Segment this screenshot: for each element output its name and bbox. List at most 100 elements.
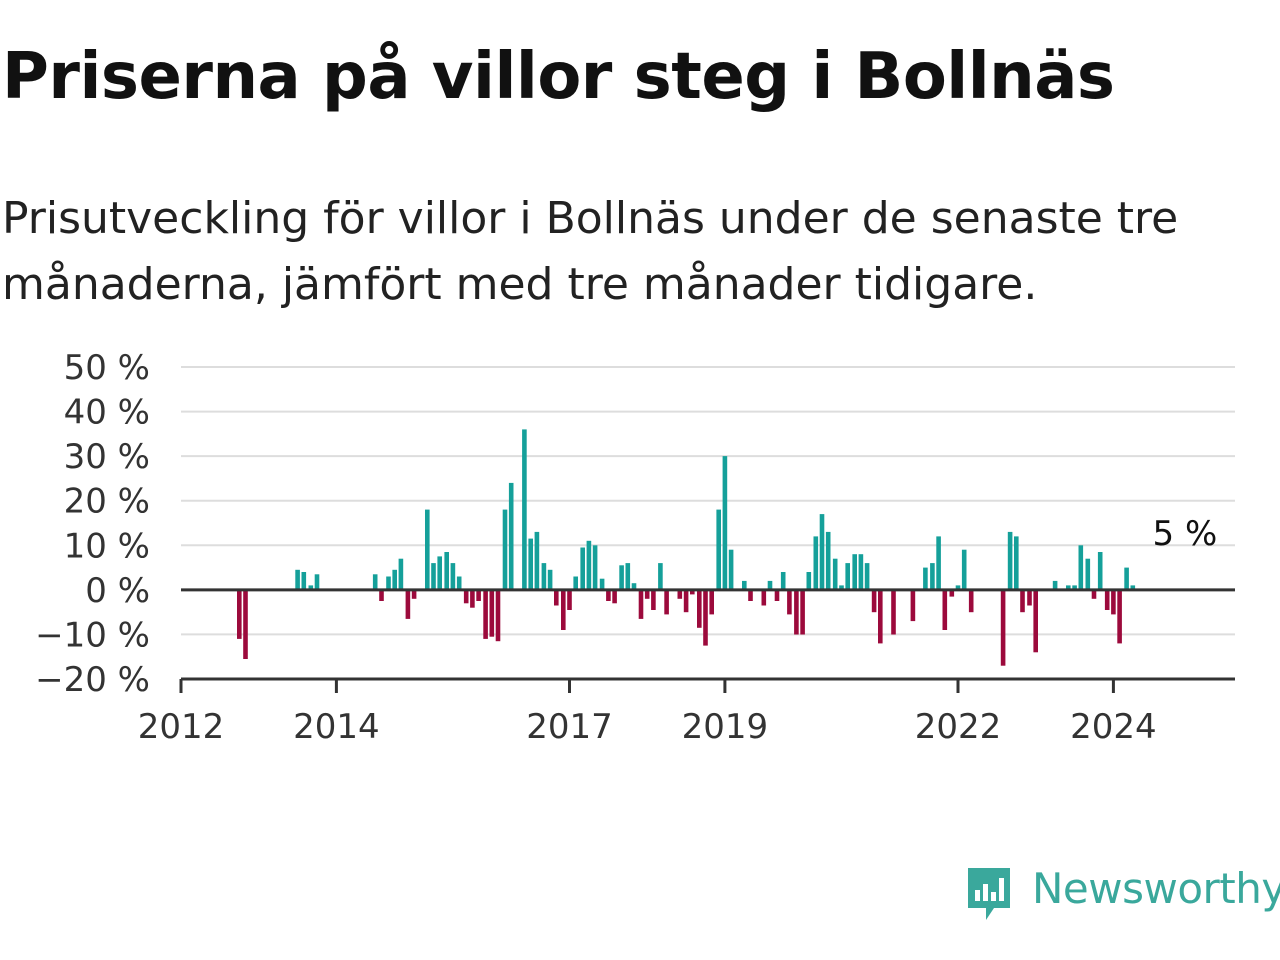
bar (470, 589, 475, 608)
bar (301, 572, 307, 590)
y-tick-label: 40 % (64, 393, 150, 433)
bar (942, 589, 948, 630)
bar (1072, 585, 1077, 590)
bar (845, 563, 850, 590)
bar (722, 456, 728, 590)
bar (839, 585, 844, 590)
bar (774, 589, 780, 601)
bar (716, 509, 721, 590)
bar (308, 585, 314, 590)
bar (425, 509, 430, 590)
bar (651, 589, 656, 610)
x-tick-label: 2019 (682, 707, 769, 747)
bar (508, 482, 514, 590)
x-tick-label: 2022 (915, 707, 1002, 747)
bar (386, 576, 391, 590)
y-tick-label: −20 % (35, 660, 150, 700)
bar (606, 589, 611, 601)
bar (703, 589, 708, 646)
bar (431, 563, 436, 590)
bar (586, 540, 592, 590)
bar (528, 538, 533, 590)
bar (379, 589, 384, 601)
bar (489, 589, 495, 637)
last-value-annotation: 5 % (1153, 514, 1218, 554)
bar (541, 563, 547, 590)
bar (787, 589, 792, 615)
bar (871, 589, 877, 613)
x-tick-label: 2014 (293, 707, 380, 747)
bar (463, 589, 469, 604)
bar (1078, 545, 1084, 590)
newsworthy-chart-icon (968, 868, 1010, 920)
bar (697, 589, 702, 628)
bar (392, 569, 397, 590)
bar (580, 547, 585, 590)
bar (664, 589, 669, 615)
bar (794, 589, 799, 635)
bar (1097, 552, 1103, 590)
bar (832, 558, 838, 590)
bar (923, 567, 928, 590)
bar (1000, 589, 1006, 666)
brand-name: Newsworthy (1032, 864, 1280, 913)
bar (1124, 567, 1129, 590)
bar (858, 554, 864, 590)
bar (968, 589, 974, 613)
bar (806, 572, 812, 590)
bar (955, 585, 961, 590)
bar (314, 574, 320, 590)
bar (1020, 589, 1025, 613)
bar (631, 583, 637, 590)
bar (961, 549, 967, 590)
bar (444, 552, 449, 590)
bar-chart: 50 %40 %30 %20 %10 %0 %−10 %−20 % 2012 20… (35, 348, 1235, 747)
bar (567, 589, 572, 610)
bar (1117, 589, 1122, 644)
bar (450, 563, 456, 590)
bar (599, 578, 605, 590)
bar (949, 589, 955, 597)
bar (910, 589, 916, 622)
bar (1052, 580, 1058, 590)
bar (852, 554, 857, 590)
bar (456, 576, 462, 590)
bar (495, 589, 501, 642)
bar (1085, 558, 1091, 590)
chart-title: Priserna på villor steg i Bollnäs (2, 40, 1115, 114)
grid-lines (181, 366, 1235, 636)
bar (780, 572, 786, 590)
bar (437, 556, 442, 590)
bar (612, 589, 617, 604)
bar (372, 574, 378, 590)
bar (683, 589, 689, 613)
y-tick-label: −10 % (35, 615, 150, 655)
bar (767, 580, 773, 590)
bar (658, 563, 663, 590)
bar (1091, 589, 1097, 599)
bar (742, 580, 747, 590)
y-axis-ticks: 50 % 40 %30 % 20 %10 % 0 %−10 % −20 % (35, 348, 150, 700)
bar (1014, 536, 1019, 590)
bar (295, 569, 300, 590)
bar (398, 558, 404, 590)
x-tick-label: 2017 (526, 707, 613, 747)
bar (237, 589, 242, 639)
bar (573, 576, 578, 590)
bar (411, 589, 417, 599)
y-tick-label: 0 % (85, 571, 150, 611)
bar (561, 589, 566, 630)
bar (690, 589, 695, 595)
bar (819, 514, 825, 590)
bar (800, 589, 805, 635)
bar (891, 589, 896, 635)
bar (864, 563, 870, 590)
bar (936, 536, 941, 590)
bar (1027, 589, 1032, 606)
bar (930, 563, 935, 590)
bar (522, 429, 527, 590)
bar (709, 589, 714, 615)
bar (1066, 585, 1071, 590)
bar (625, 563, 631, 590)
y-tick-label: 50 % (64, 348, 150, 388)
